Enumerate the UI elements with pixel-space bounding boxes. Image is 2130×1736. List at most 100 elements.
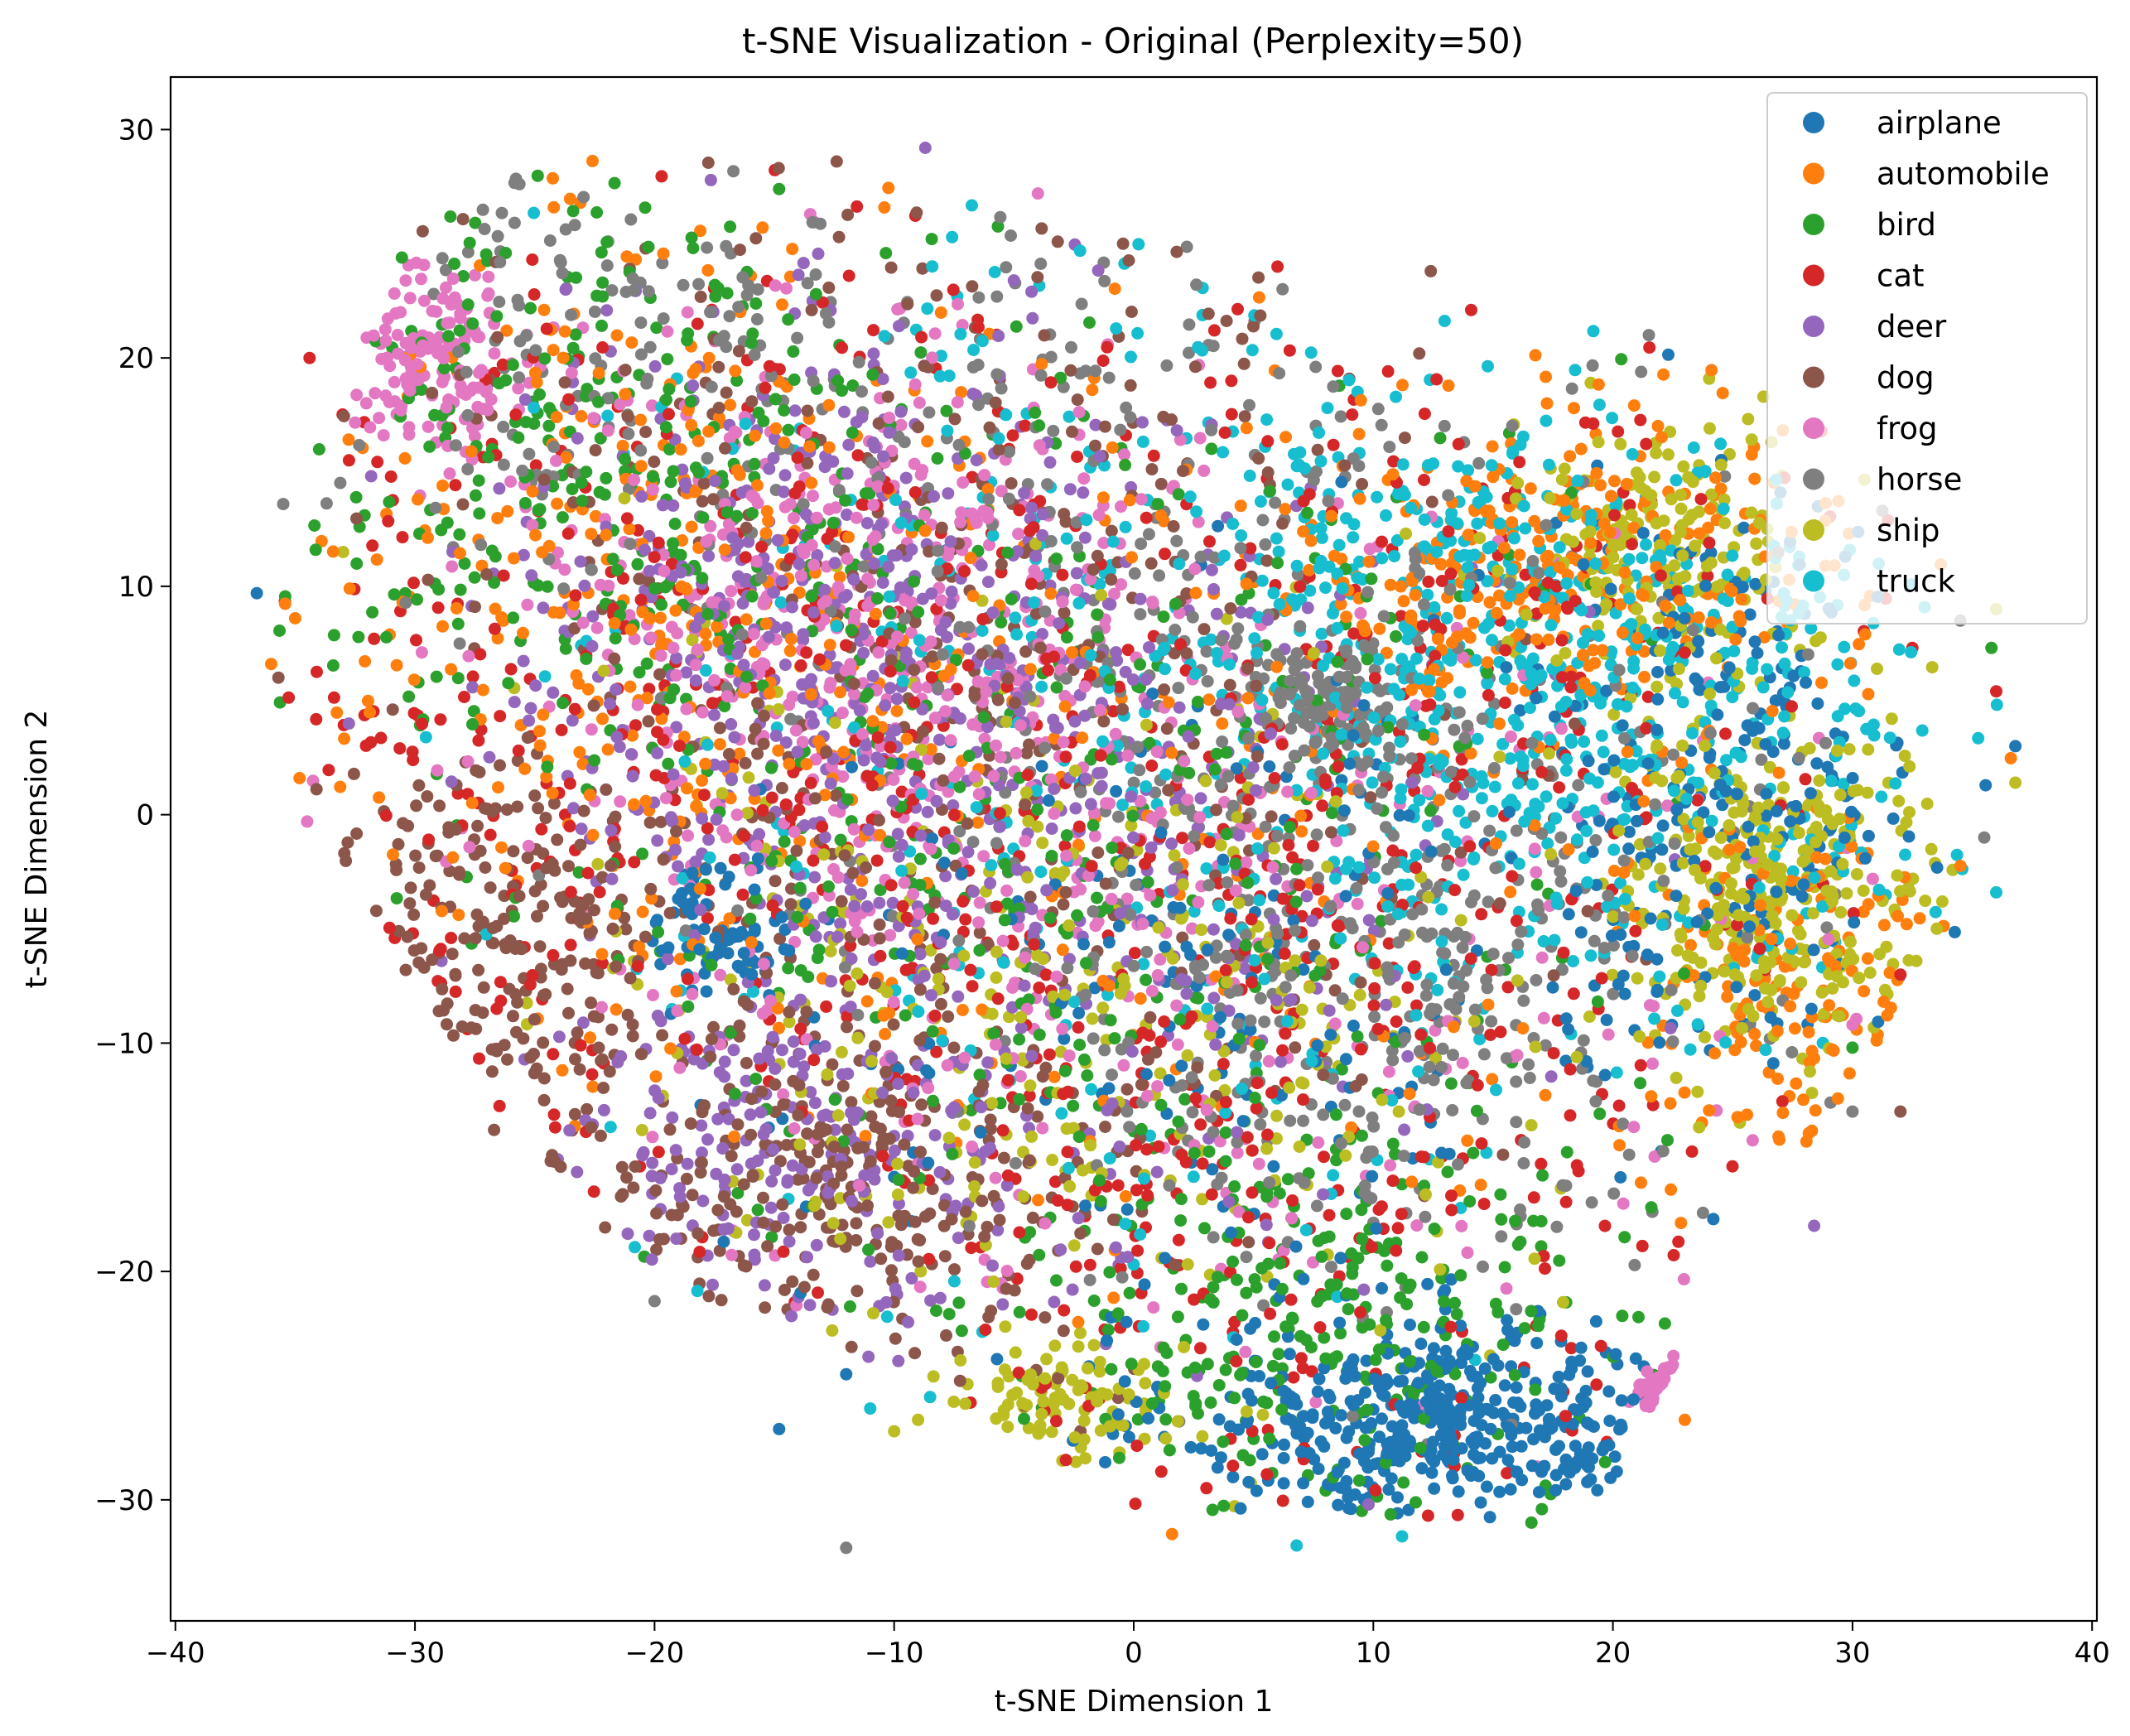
scatter-point [1395, 1272, 1408, 1285]
scatter-point [1120, 1105, 1134, 1118]
scatter-point [635, 1048, 648, 1061]
scatter-point [1651, 723, 1664, 736]
scatter-point [1748, 989, 1761, 1002]
scatter-point [1452, 1485, 1465, 1498]
scatter-point [672, 860, 684, 873]
scatter-point [1202, 693, 1216, 706]
scatter-point [1186, 1106, 1199, 1119]
scatter-point [1270, 660, 1284, 673]
scatter-point [1777, 737, 1790, 750]
scatter-point [411, 593, 423, 606]
scatter-point [1159, 663, 1171, 676]
scatter-point [552, 546, 564, 559]
scatter-point [1778, 710, 1791, 723]
scatter-point [1455, 1219, 1468, 1232]
scatter-point [547, 440, 561, 453]
scatter-point [1600, 1014, 1613, 1026]
scatter-point [966, 360, 980, 374]
scatter-point [1606, 968, 1619, 981]
scatter-point [646, 1131, 659, 1144]
scatter-point [983, 538, 995, 552]
scatter-point [537, 303, 551, 316]
scatter-point [1453, 991, 1466, 1004]
scatter-point [1384, 1159, 1397, 1172]
scatter-point [1117, 1058, 1130, 1072]
scatter-point [1239, 1345, 1252, 1358]
scatter-point [1434, 432, 1447, 445]
scatter-point [1178, 1092, 1192, 1106]
scatter-point [905, 1271, 918, 1285]
scatter-point [524, 301, 537, 315]
scatter-point [774, 596, 788, 609]
scatter-point [1074, 1326, 1087, 1339]
scatter-point [528, 1013, 541, 1026]
scatter-point [736, 888, 749, 901]
scatter-point [407, 576, 420, 590]
scatter-point [1105, 524, 1118, 538]
scatter-point [1045, 850, 1058, 862]
scatter-point [796, 1069, 809, 1083]
scatter-point [1192, 515, 1205, 528]
scatter-point [990, 971, 1003, 984]
scatter-point [1193, 432, 1207, 445]
scatter-point [421, 790, 434, 803]
scatter-points [250, 142, 2022, 1555]
scatter-point [556, 267, 569, 280]
chart-title: t-SNE Visualization - Original (Perplexi… [742, 21, 1524, 61]
scatter-point [479, 861, 492, 874]
scatter-point [1530, 1337, 1544, 1350]
scatter-point [1187, 1170, 1200, 1184]
scatter-point [1035, 222, 1048, 235]
scatter-point [899, 963, 913, 976]
scatter-point [995, 485, 1008, 498]
scatter-point [1870, 1034, 1883, 1047]
scatter-point [840, 1541, 853, 1555]
scatter-point [602, 579, 615, 592]
scatter-point [1421, 819, 1434, 832]
scatter-point [1482, 895, 1495, 909]
scatter-point [511, 293, 524, 306]
scatter-point [1622, 842, 1636, 856]
scatter-point [892, 850, 905, 863]
scatter-point [593, 485, 606, 499]
scatter-point [379, 809, 393, 822]
scatter-point [1811, 697, 1824, 710]
scatter-point [913, 634, 926, 647]
scatter-point [1183, 346, 1195, 359]
scatter-point [893, 1106, 905, 1119]
scatter-point [1425, 1466, 1438, 1479]
scatter-point [1892, 643, 1906, 656]
scatter-point [740, 1057, 753, 1069]
scatter-point [1627, 399, 1641, 412]
scatter-point [1662, 448, 1675, 461]
scatter-point [562, 860, 575, 873]
scatter-point [1321, 402, 1334, 415]
scatter-point [926, 260, 939, 273]
scatter-point [1290, 559, 1304, 572]
scatter-point [1014, 1021, 1028, 1034]
scatter-point [730, 374, 744, 387]
scatter-point [1001, 1420, 1014, 1434]
scatter-point [1194, 1342, 1207, 1355]
scatter-point [622, 427, 635, 441]
scatter-point [1200, 862, 1213, 875]
scatter-point [497, 569, 510, 582]
scatter-point [1648, 1012, 1661, 1025]
scatter-point [1650, 446, 1663, 460]
scatter-point [1598, 942, 1611, 954]
scatter-point [1676, 739, 1689, 752]
scatter-point [513, 371, 526, 384]
scatter-point [758, 1279, 771, 1292]
scatter-point [967, 344, 981, 356]
scatter-point [651, 914, 664, 927]
scatter-point [1234, 1502, 1247, 1515]
scatter-point [818, 583, 831, 596]
scatter-point [1707, 1213, 1720, 1226]
scatter-point [1535, 951, 1549, 964]
scatter-point [1771, 1073, 1785, 1085]
scatter-point [1710, 923, 1723, 936]
scatter-point [1243, 398, 1255, 412]
scatter-point [1935, 895, 1949, 908]
scatter-point [469, 1004, 482, 1017]
scatter-point [1486, 804, 1499, 817]
